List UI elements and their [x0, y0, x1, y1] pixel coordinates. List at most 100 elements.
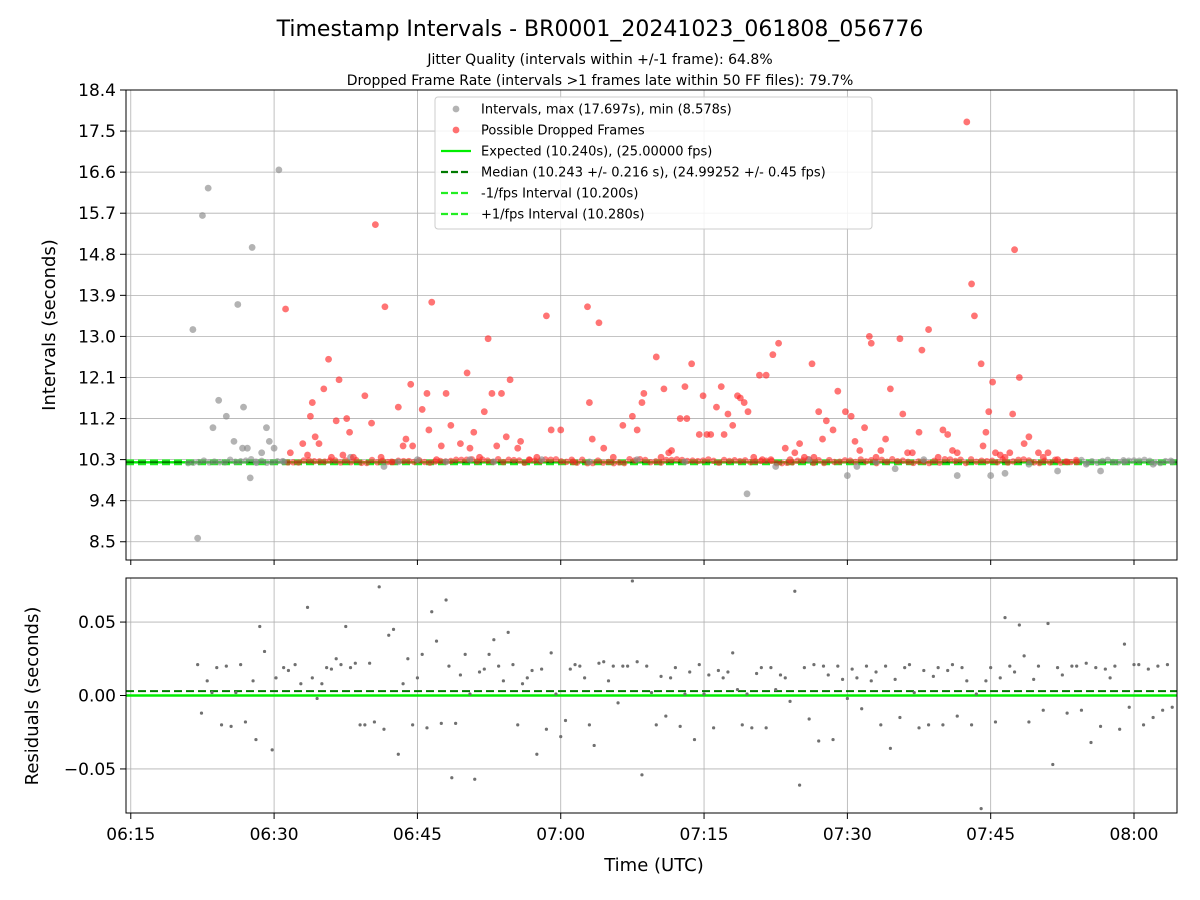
dropped-frame-point — [660, 385, 668, 393]
dropped-frame-point — [862, 458, 870, 465]
interval-point — [239, 444, 246, 452]
residual-point — [559, 735, 563, 739]
residual-point — [377, 585, 381, 589]
top-y-tick-label: 18.4 — [78, 81, 116, 101]
dropped-frame-point — [983, 457, 991, 465]
residual-point — [946, 668, 950, 673]
dropped-frame-point — [740, 399, 748, 406]
residual-point — [224, 664, 228, 668]
dropped-frame-point — [463, 369, 471, 377]
dropped-frame-point — [515, 457, 523, 464]
dropped-frame-point — [425, 426, 433, 434]
interval-point — [211, 458, 218, 465]
dropped-frame-point — [470, 428, 478, 436]
residual-point — [372, 720, 377, 724]
interval-point — [216, 459, 223, 466]
dropped-frame-point — [778, 459, 786, 467]
dropped-frame-point — [514, 444, 522, 452]
residual-point — [251, 679, 255, 683]
dropped-frame-point — [963, 118, 971, 126]
dropped-frame-point — [418, 406, 426, 413]
residual-point — [477, 670, 482, 674]
dropped-frame-point — [819, 435, 826, 443]
dropped-frame-point — [834, 387, 842, 395]
residual-point — [568, 667, 572, 671]
interval-point — [743, 490, 751, 498]
residual-point — [554, 692, 558, 696]
chart-subtitle-jitter: Jitter Quality (intervals within +/-1 fr… — [426, 52, 772, 68]
dropped-frame-point — [736, 457, 744, 465]
residual-point — [473, 777, 477, 781]
residual-point — [415, 676, 420, 680]
dropped-frame-point — [339, 451, 347, 459]
dropped-frame-point — [810, 453, 818, 461]
dropped-frame-point — [894, 458, 901, 465]
interval-point — [1149, 460, 1157, 468]
interval-point — [234, 301, 242, 308]
residual-point — [258, 624, 262, 629]
residual-point — [716, 668, 720, 673]
dropped-frame-point — [886, 385, 894, 393]
dropped-frame-point — [400, 457, 407, 465]
residual-point — [731, 651, 735, 655]
x-tick-label: 07:15 — [680, 825, 729, 845]
dropped-frame-point — [861, 424, 868, 432]
dropped-frame-point — [726, 457, 733, 465]
interval-point — [209, 424, 217, 432]
dropped-frame-point — [736, 394, 744, 402]
residual-point — [196, 663, 200, 667]
top-y-tick-label: 12.1 — [78, 368, 116, 388]
dropped-frame-point — [300, 457, 307, 464]
dropped-frame-point — [628, 412, 636, 420]
dropped-frame-point — [750, 453, 758, 461]
interval-point — [585, 458, 593, 466]
residual-point — [645, 664, 649, 668]
dropped-frame-point — [377, 453, 385, 461]
dropped-frame-point — [934, 453, 942, 461]
residual-point — [864, 664, 869, 668]
residual-point — [688, 670, 692, 674]
dropped-frame-point — [533, 453, 541, 461]
dropped-frame-point — [452, 456, 460, 463]
residual-point — [616, 701, 620, 705]
dropped-frame-point — [1035, 449, 1042, 457]
dropped-frame-point — [1020, 440, 1028, 448]
dropped-frame-point — [800, 453, 808, 461]
residual-point — [329, 667, 334, 671]
dropped-frame-point — [558, 458, 565, 465]
dropped-frame-point — [1004, 459, 1012, 466]
dropped-frame-point — [407, 380, 415, 388]
interval-point — [240, 403, 247, 411]
residual-point — [1103, 667, 1107, 671]
dropped-frame-point — [286, 449, 294, 457]
residual-point — [912, 690, 916, 695]
residual-point — [907, 663, 912, 667]
residual-point — [1170, 705, 1174, 709]
dropped-frame-point — [584, 303, 591, 311]
dropped-frame-point — [588, 435, 596, 443]
interval-point — [1099, 457, 1106, 465]
residual-point — [425, 726, 429, 730]
residual-point — [344, 624, 348, 629]
residual-point — [993, 720, 998, 724]
residual-point — [626, 664, 630, 668]
dropped-frame-point — [847, 412, 855, 420]
dropped-frame-point — [547, 426, 555, 434]
residual-point — [396, 752, 400, 756]
residual-point — [1036, 664, 1041, 668]
interval-point — [248, 244, 256, 251]
top-y-tick-label: 16.6 — [78, 163, 116, 183]
top-y-tick-label: 14.8 — [78, 245, 116, 265]
dropped-frame-point — [299, 440, 307, 448]
residual-point — [530, 668, 534, 673]
residual-point — [1127, 705, 1131, 709]
dropped-frame-point — [657, 459, 665, 466]
dropped-frame-point — [600, 459, 607, 466]
residual-point — [974, 692, 978, 696]
residual-point — [497, 664, 501, 668]
dropped-frame-point — [1063, 458, 1071, 466]
interval-point — [1088, 458, 1096, 465]
residual-point — [984, 679, 988, 683]
dropped-frame-point — [337, 459, 344, 466]
dropped-frame-point — [713, 403, 720, 411]
